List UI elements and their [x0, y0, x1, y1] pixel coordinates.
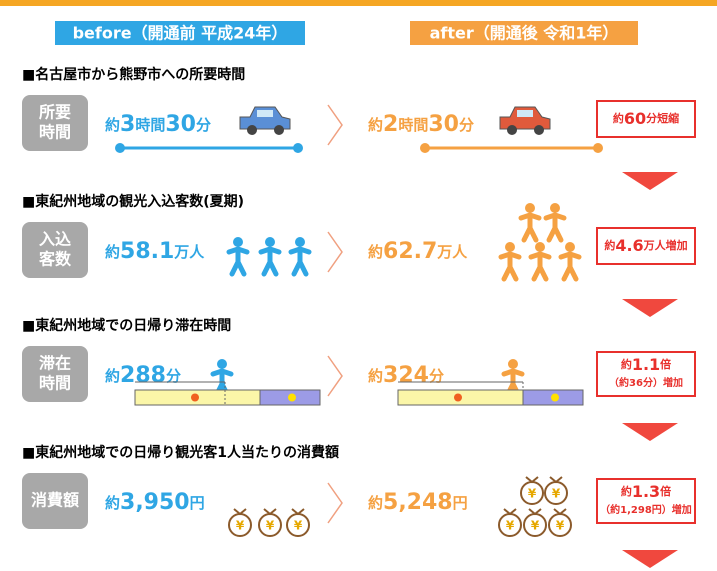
down-arrow: [622, 299, 678, 317]
chevron: [327, 104, 343, 146]
label-text: 時間: [39, 123, 71, 142]
label-box: [22, 346, 88, 402]
car-wheel: [534, 125, 544, 135]
top-bar: [0, 0, 717, 6]
dot: [115, 143, 125, 153]
person-head: [295, 237, 305, 247]
bag-tie: [263, 508, 277, 516]
after-value: 約62.7万人: [368, 239, 468, 264]
result-text: （約36分）増加: [609, 376, 683, 389]
bag-tie: [291, 508, 305, 516]
car-wheel: [507, 125, 517, 135]
bag-symbol: ¥: [266, 519, 275, 533]
sun: [454, 393, 462, 402]
person-body: [288, 246, 312, 277]
result-box: [596, 227, 696, 265]
bag-tie: [528, 508, 542, 516]
dot: [420, 143, 430, 153]
result-text: （約1,298円）増加: [600, 503, 692, 516]
label-box: [22, 222, 88, 278]
car-body: [239, 106, 291, 130]
person-body: [518, 212, 542, 243]
bag-tie: [549, 476, 563, 484]
result-box: [596, 351, 696, 397]
result-text: 約4.6万人増加: [604, 236, 687, 255]
result-box: [596, 478, 696, 524]
section-title: ■東紀州地域での日帰り観光客1人当たりの消費額: [22, 444, 339, 461]
person-head: [550, 203, 560, 213]
dot: [293, 143, 303, 153]
after-value: 約324分: [368, 363, 444, 388]
after-value: 約2時間30分: [368, 112, 474, 137]
down-arrow: [622, 550, 678, 568]
person-head: [505, 242, 515, 252]
bag-symbol: ¥: [506, 519, 515, 533]
before-box: [55, 21, 305, 45]
person-body: [528, 251, 552, 282]
section-title: ■東紀州地域での日帰り滞在時間: [22, 317, 231, 334]
bag-symbol: ¥: [236, 519, 245, 533]
car-wheel: [274, 125, 284, 135]
after-box: [410, 21, 638, 45]
car-window: [517, 110, 533, 117]
before-label: before（開通前 平成24年）: [73, 24, 288, 43]
section-title: ■東紀州地域の観光入込客数(夏期): [22, 193, 244, 210]
label-box: [22, 473, 88, 529]
person-head: [233, 237, 243, 247]
label-text: 滞在: [39, 354, 71, 373]
sun: [191, 393, 199, 402]
person-head: [217, 359, 227, 369]
car-body: [499, 106, 551, 130]
after-label: after（開通後 令和1年）: [430, 24, 619, 43]
chevron: [327, 231, 343, 273]
bag-tie: [503, 508, 517, 516]
bag-symbol: ¥: [294, 519, 303, 533]
down-arrow: [622, 172, 678, 190]
before-value: 約3,950円: [105, 490, 205, 515]
person-body: [258, 246, 282, 277]
bag-tie: [525, 476, 539, 484]
result-text: 約1.1倍: [621, 355, 671, 374]
down-arrow: [622, 423, 678, 441]
label-text: 客数: [39, 250, 72, 269]
person-body: [498, 251, 522, 282]
bag-tie: [233, 508, 247, 516]
person-head: [535, 242, 545, 252]
bag-symbol: ¥: [556, 519, 565, 533]
person-head: [265, 237, 275, 247]
person-body: [543, 212, 567, 243]
person-head: [565, 242, 575, 252]
before-value: 約58.1万人: [105, 239, 205, 264]
result-text: 約60分短縮: [613, 109, 679, 128]
label-text: 入込: [39, 230, 71, 249]
person-head: [508, 359, 518, 369]
section-title: ■名古屋市から熊野市への所要時間: [22, 66, 245, 83]
car-wheel: [247, 125, 257, 135]
dot: [593, 143, 603, 153]
bag-symbol: ¥: [552, 487, 561, 501]
bag-symbol: ¥: [528, 487, 537, 501]
label-text: 時間: [39, 374, 71, 393]
person-body: [226, 246, 250, 277]
person-body: [558, 251, 582, 282]
bag-symbol: ¥: [531, 519, 540, 533]
car-window: [257, 110, 273, 117]
bag-tie: [553, 508, 567, 516]
chevron: [327, 355, 343, 397]
moon-shape: [288, 393, 296, 402]
result-box: [596, 100, 696, 138]
before-value: 約288分: [105, 363, 181, 388]
label-box: [22, 95, 88, 151]
moon-shape: [551, 393, 559, 402]
person-head: [525, 203, 535, 213]
label-text: 所要: [39, 103, 71, 122]
after-value: 約5,248円: [368, 490, 468, 515]
chevron: [327, 482, 343, 524]
label-text: 消費額: [31, 491, 79, 510]
result-text: 約1.3倍: [621, 482, 671, 501]
before-value: 約3時間30分: [105, 112, 211, 137]
